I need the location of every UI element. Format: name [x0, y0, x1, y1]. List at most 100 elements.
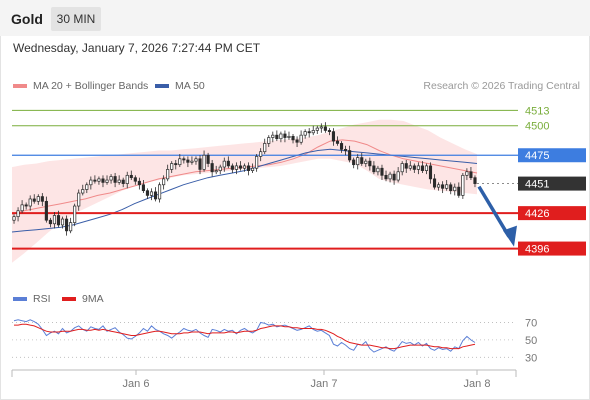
legend-ma50: MA 50	[155, 80, 205, 92]
rsi-tick-30: 30	[525, 352, 537, 364]
chart-datetime: Wednesday, January 7, 2026 7:27:44 PM CE…	[13, 41, 261, 55]
candle-body	[327, 130, 331, 132]
candle-body	[56, 215, 61, 226]
candle-body	[279, 133, 283, 140]
bollinger-swatch	[13, 84, 27, 88]
candle-body	[356, 157, 360, 166]
candle-body	[420, 165, 424, 171]
candle-body	[388, 173, 392, 180]
candle-body	[344, 148, 348, 151]
candle-body	[339, 143, 344, 150]
candle-body	[315, 127, 319, 131]
candle-body	[295, 139, 299, 143]
legend-ma50-label: MA 50	[175, 80, 205, 92]
candle-body	[469, 171, 473, 179]
candle-body	[77, 192, 81, 207]
legend-bollinger-label: MA 20 + Bollinger Bands	[33, 80, 149, 92]
candle-body	[267, 137, 271, 144]
candle-body	[60, 218, 65, 226]
candle-body	[28, 198, 32, 207]
candle-body	[372, 165, 376, 173]
candle-body	[449, 184, 453, 192]
candle-body	[52, 215, 57, 225]
rsi-swatch	[13, 297, 27, 301]
candle-body	[85, 184, 89, 190]
candle-body	[89, 179, 93, 186]
candle-body	[259, 151, 263, 157]
candle-body	[465, 171, 469, 176]
candle-body	[117, 179, 121, 183]
candle-body	[198, 158, 202, 170]
candle-body	[36, 196, 40, 202]
candle-body	[182, 158, 186, 161]
candle-body	[129, 174, 133, 179]
candle-body	[441, 184, 445, 189]
candle-body	[263, 143, 267, 153]
candle-body	[133, 177, 137, 182]
candle-body	[65, 218, 69, 232]
candle-body	[105, 179, 109, 183]
legend-rsi-label: RSI	[33, 293, 51, 305]
candle-body	[238, 165, 243, 169]
candle-body	[170, 163, 174, 170]
level-badge-4451	[518, 176, 586, 191]
forecast-arrow-line	[477, 185, 511, 238]
candle-body	[404, 163, 408, 169]
ma9-swatch	[62, 297, 76, 301]
candle-body	[246, 165, 251, 171]
candle-body	[40, 196, 44, 202]
candle-body	[242, 165, 247, 169]
candle-body	[218, 166, 222, 171]
candle-body	[335, 140, 340, 144]
timeframe-badge[interactable]: 30 MIN	[51, 7, 101, 31]
credit-text: Research © 2026 Trading Central	[423, 80, 580, 92]
candle-body	[348, 150, 352, 161]
candle-body	[97, 178, 101, 182]
candle-body	[352, 159, 356, 166]
candle-body	[166, 169, 170, 180]
candle-body	[174, 163, 178, 166]
candle-body	[331, 131, 336, 142]
candle-body	[287, 135, 291, 138]
candle-body	[210, 163, 214, 173]
candle-body	[311, 130, 315, 134]
rsi-line	[13, 319, 476, 353]
level-badge-4426	[518, 206, 586, 221]
level-badge-4475	[518, 148, 586, 163]
legend-9ma-label: 9MA	[82, 293, 104, 305]
candle-body	[461, 174, 465, 196]
level-label-4513: 4513	[525, 105, 549, 117]
legend-9ma: 9MA	[62, 293, 104, 305]
candle-body	[190, 160, 194, 163]
candle-body	[432, 178, 437, 188]
candle-body	[202, 154, 206, 170]
candle-body	[299, 134, 303, 143]
candle-body	[24, 204, 28, 207]
candle-body	[473, 177, 477, 184]
candle-body	[226, 160, 230, 167]
candle-body	[271, 134, 275, 138]
candle-body	[384, 174, 388, 180]
candle-body	[121, 179, 125, 184]
candle-body	[69, 222, 73, 232]
level-badge-4396	[518, 241, 586, 256]
candle-body	[73, 205, 77, 223]
candle-body	[101, 178, 105, 183]
level-label-4475: 4475	[525, 150, 549, 162]
candle-body	[48, 219, 52, 225]
candle-body	[437, 184, 441, 188]
level-label-4426: 4426	[525, 208, 549, 220]
candle-body	[416, 165, 420, 170]
candle-body	[158, 184, 162, 200]
candle-body	[255, 156, 259, 169]
candle-body	[113, 176, 117, 183]
candle-body	[453, 186, 457, 192]
candle-body	[162, 178, 166, 186]
candle-body	[20, 204, 24, 212]
candle-body	[307, 131, 311, 134]
candle-body	[445, 184, 449, 189]
candle-body	[283, 133, 287, 138]
legend-rsi: RSI	[13, 293, 51, 305]
candle-body	[319, 126, 323, 129]
candle-body	[275, 134, 279, 140]
